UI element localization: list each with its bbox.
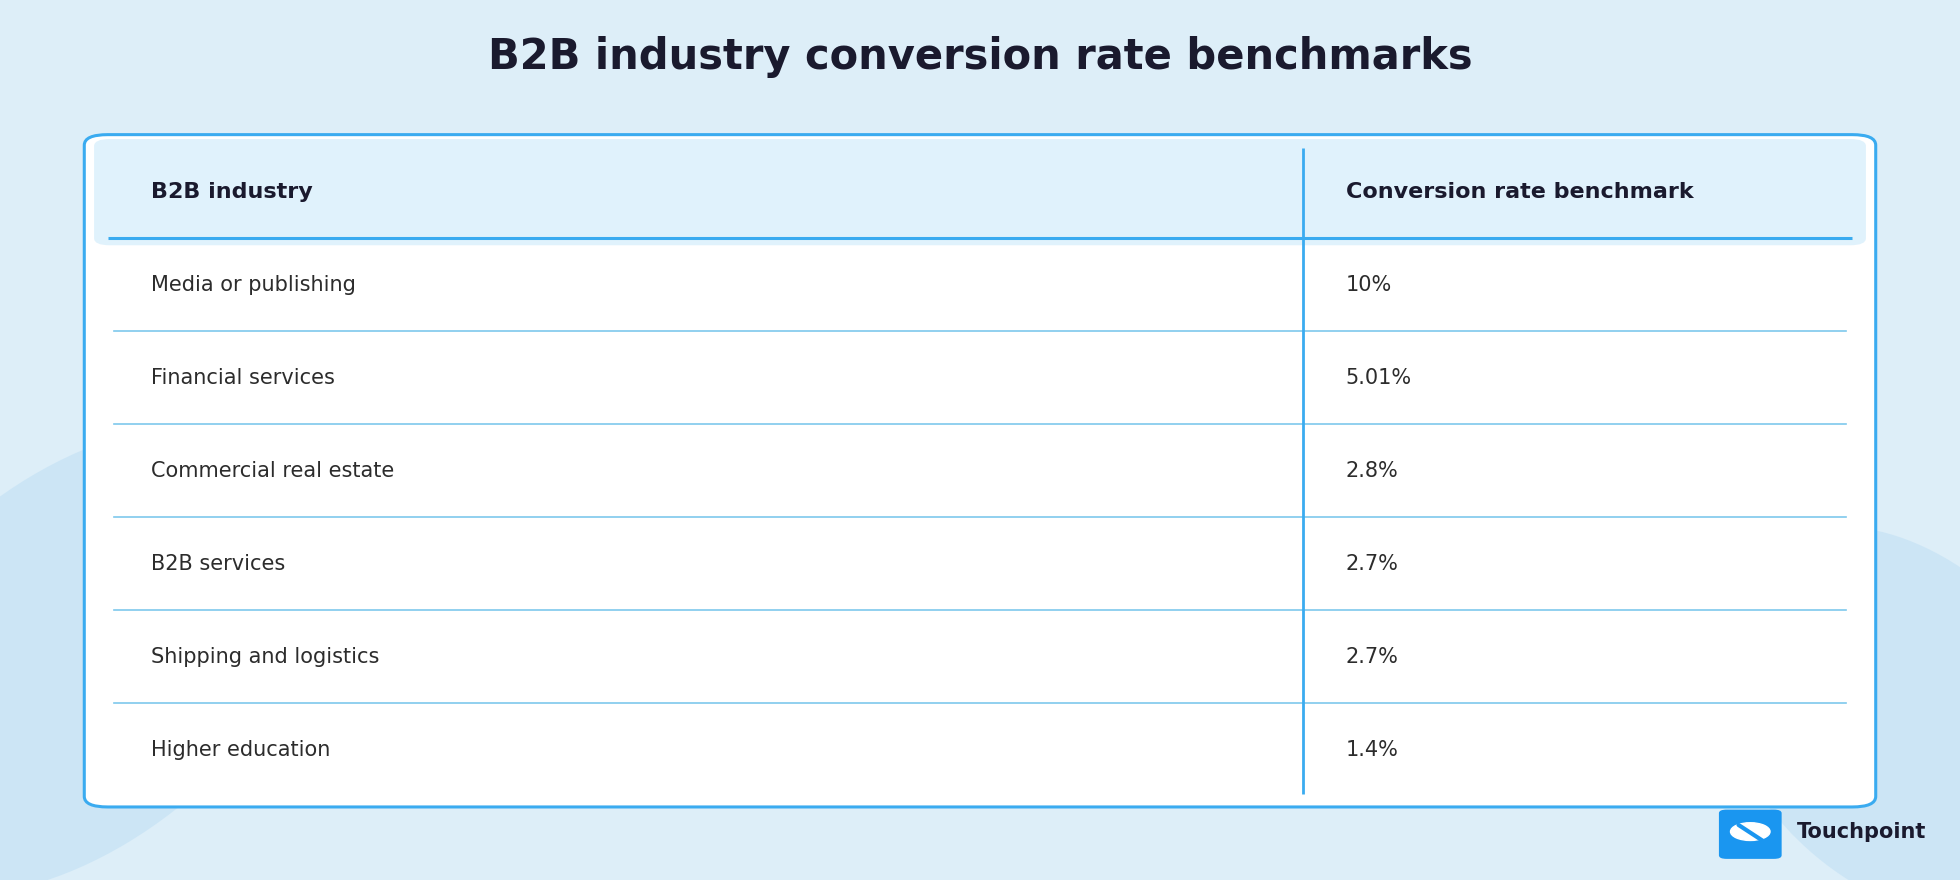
Text: Higher education: Higher education (151, 740, 331, 760)
FancyBboxPatch shape (1719, 810, 1782, 859)
Text: Touchpoint: Touchpoint (1797, 822, 1927, 841)
Text: Media or publishing: Media or publishing (151, 275, 357, 295)
FancyBboxPatch shape (84, 135, 1876, 807)
Text: 1.4%: 1.4% (1347, 740, 1399, 760)
Text: Conversion rate benchmark: Conversion rate benchmark (1347, 181, 1693, 202)
Text: Commercial real estate: Commercial real estate (151, 461, 394, 480)
Circle shape (1731, 823, 1770, 840)
Text: B2B services: B2B services (151, 554, 284, 574)
Text: 2.7%: 2.7% (1347, 554, 1399, 574)
Polygon shape (110, 187, 1850, 238)
Text: 5.01%: 5.01% (1347, 368, 1411, 388)
Text: 2.7%: 2.7% (1347, 647, 1399, 667)
Text: 2.8%: 2.8% (1347, 461, 1399, 480)
Text: Financial services: Financial services (151, 368, 335, 388)
Text: B2B industry conversion rate benchmarks: B2B industry conversion rate benchmarks (488, 36, 1472, 78)
Ellipse shape (1711, 526, 1960, 880)
Ellipse shape (0, 425, 329, 880)
Text: 10%: 10% (1347, 275, 1392, 295)
FancyBboxPatch shape (94, 139, 1866, 246)
Text: Shipping and logistics: Shipping and logistics (151, 647, 380, 667)
Text: B2B industry: B2B industry (151, 181, 314, 202)
